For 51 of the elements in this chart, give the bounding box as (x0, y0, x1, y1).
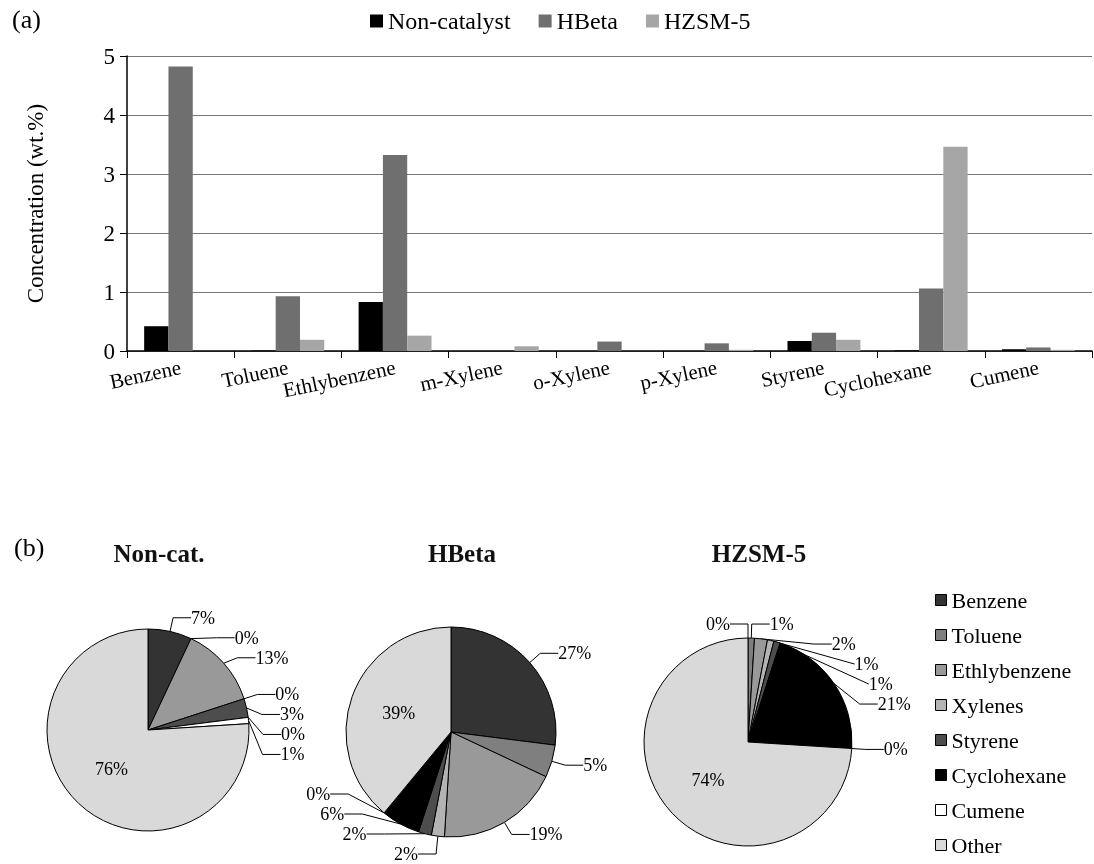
data-label: 74% (691, 769, 725, 790)
data-label: 2% (394, 844, 419, 864)
text: 0% (706, 614, 730, 634)
data-label: 13% (255, 647, 289, 668)
legend-label: Cumene (951, 797, 1025, 823)
slice-label: HZSM-5 (711, 540, 807, 567)
x-tick-label: Cumene (967, 355, 1041, 394)
text: 0% (234, 627, 259, 648)
legend-label: Other (951, 832, 1003, 858)
text: 0% (306, 784, 331, 804)
data-label: 76% (94, 759, 128, 779)
y-tick-label: 4 (103, 102, 116, 128)
data-label: 7% (191, 607, 216, 628)
legend-label: Benzene (951, 587, 1028, 613)
y-tick-label: 1 (103, 279, 115, 305)
y-tick-label: 3 (103, 161, 115, 187)
data-label: 6% (320, 804, 345, 824)
text: (a) (12, 4, 41, 34)
x-tick-label: m-Xylene (417, 355, 505, 397)
y-tick-label: 5 (103, 43, 115, 69)
data-label: 5% (583, 755, 608, 776)
data-label: 1% (769, 614, 794, 635)
slice-label: Non-cat. (113, 540, 205, 567)
data-label: 27% (558, 643, 592, 664)
legend-label: HZSM-5 (663, 8, 751, 34)
data-label: 2% (342, 824, 367, 844)
data-label: 2% (831, 634, 856, 655)
y-tick-label: 0 (103, 338, 115, 364)
legend-label: Cyclohexane (951, 762, 1067, 788)
data-label: 1% (280, 744, 305, 765)
legend-label: Toluene (951, 622, 1023, 648)
text: 0% (280, 724, 305, 745)
legend-label: Ethlybenzene (951, 657, 1072, 683)
data-label: 19% (529, 824, 563, 845)
x-tick-label: o-Xylene (530, 355, 612, 395)
legend-label: Non-catalyst (388, 8, 511, 34)
y-tick-label: 2 (103, 220, 115, 246)
legend-label: HBeta (556, 8, 619, 34)
text: (b) (14, 532, 45, 562)
y-axis-title: Concentration (wt.%) (23, 103, 48, 304)
data-label: 21% (877, 694, 911, 715)
slice-label: HBeta (427, 540, 497, 567)
data-label: 1% (868, 674, 893, 695)
data-label: 39% (382, 703, 416, 724)
legend-label: Styrene (951, 727, 1019, 753)
x-tick-label: p-Xylene (637, 355, 720, 395)
data-label: 3% (279, 704, 304, 725)
text: 0% (883, 739, 908, 760)
legend-label: Xylenes (951, 692, 1024, 718)
data-label: 1% (854, 654, 879, 675)
text: 0% (275, 684, 300, 705)
